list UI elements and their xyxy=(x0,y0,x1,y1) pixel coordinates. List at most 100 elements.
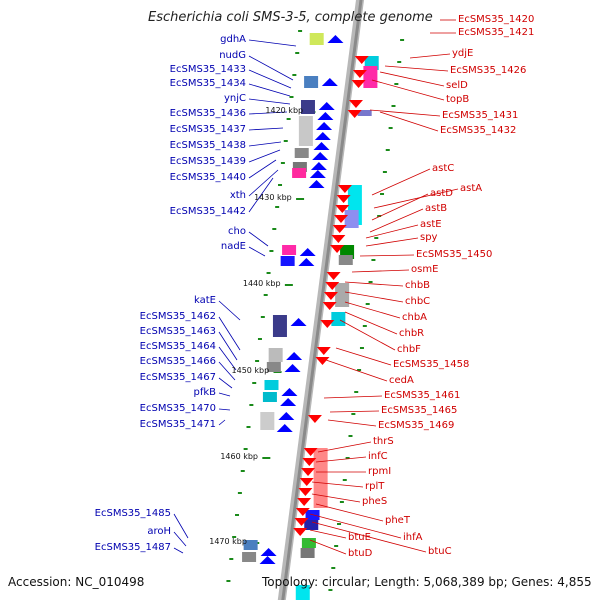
leader-line xyxy=(371,79,445,101)
tick-mark xyxy=(263,294,268,296)
gene-label-left: EcSMS35_1438 xyxy=(169,140,246,151)
leader-line xyxy=(248,98,291,105)
tick-mark xyxy=(328,589,333,591)
leader-line xyxy=(359,254,415,257)
right-strand-arrow xyxy=(337,185,352,193)
gene-label-left: EcSMS35_1433 xyxy=(169,64,246,75)
gene-label-left: pfkB xyxy=(193,387,216,398)
tick-mark xyxy=(260,316,265,318)
tick-mark xyxy=(257,338,262,340)
gene-label-right: EcSMS35_1469 xyxy=(378,420,455,431)
gene-label-left: EcSMS35_1471 xyxy=(139,419,216,430)
gene-label-right: EcSMS35_1450 xyxy=(416,249,493,260)
gene-label-right: chbF xyxy=(397,344,421,355)
right-strand-arrow xyxy=(326,272,341,280)
leader-line xyxy=(309,513,402,539)
gene-label-right: astC xyxy=(432,163,455,174)
gene-label-right: EcSMS35_1426 xyxy=(450,65,527,76)
tick-mark xyxy=(235,514,240,516)
right-strand-arrow xyxy=(299,478,314,486)
tick-mark xyxy=(255,360,260,362)
tick-mark xyxy=(252,382,257,384)
leader-line xyxy=(335,347,392,366)
leader-line xyxy=(248,169,279,197)
right-strand-arrow xyxy=(320,320,335,328)
leader-line xyxy=(371,168,431,196)
left-strand-arrow xyxy=(259,556,276,564)
leader-line xyxy=(218,392,231,397)
map-title: Escherichia coli SMS-3-5, complete genom… xyxy=(148,10,433,25)
feature-box xyxy=(298,116,313,146)
right-strand-arrow xyxy=(347,110,362,118)
gene-label-right: osmE xyxy=(411,264,439,275)
tick-mark xyxy=(280,162,285,164)
gene-label-right: EcSMS35_1431 xyxy=(442,110,519,121)
leader-line xyxy=(339,319,396,351)
gene-label-right: chbA xyxy=(402,312,428,323)
gene-label-right: EcSMS35_1458 xyxy=(393,359,470,370)
right-strand-arrow xyxy=(351,80,366,88)
feature-box xyxy=(266,362,281,372)
gene-label-right: EcSMS35_1432 xyxy=(440,125,517,136)
gene-label-right: btuC xyxy=(428,546,452,557)
gene-label-right: pheT xyxy=(385,515,410,526)
left-strand-arrow xyxy=(308,180,325,188)
accession-text: Accession: NC_010498 xyxy=(8,575,145,589)
tick-mark xyxy=(266,272,271,274)
right-strand-arrow xyxy=(316,347,331,355)
tick-mark xyxy=(385,149,390,151)
gene-label-left: EcSMS35_1487 xyxy=(94,542,171,553)
leader-line xyxy=(323,395,383,399)
gene-label-right: infC xyxy=(368,451,388,462)
leader-line xyxy=(369,109,441,117)
gene-label-left: EcSMS35_1440 xyxy=(169,172,246,183)
feature-box xyxy=(272,315,287,337)
tick-mark xyxy=(286,118,291,120)
feature-box xyxy=(282,245,297,255)
gene-label-right: cedA xyxy=(389,375,414,386)
tick-mark xyxy=(400,39,405,41)
kbp-tick-mark xyxy=(284,284,293,286)
left-strand-arrow xyxy=(299,248,316,256)
gene-label-right: ihfA xyxy=(403,532,423,543)
tick-mark xyxy=(331,567,336,569)
right-strand-arrow xyxy=(315,357,330,365)
left-strand-arrow xyxy=(313,142,330,150)
kbp-tick-label: 1420 kbp xyxy=(265,106,304,115)
tick-mark xyxy=(334,545,339,547)
gene-label-left: EcSMS35_1439 xyxy=(169,156,246,167)
feature-box xyxy=(292,168,307,178)
right-strand-arrow xyxy=(335,205,350,213)
tick-mark xyxy=(345,457,350,459)
gene-label-right: astB xyxy=(425,203,448,214)
left-strand-arrow xyxy=(316,122,333,130)
feature-box xyxy=(335,283,350,307)
tick-mark xyxy=(249,404,254,406)
leader-line xyxy=(218,419,226,426)
leader-line xyxy=(351,269,410,273)
right-strand-arrow xyxy=(323,292,338,300)
gene-label-right: spy xyxy=(420,232,438,243)
gene-label-right: topB xyxy=(446,94,470,105)
leader-line xyxy=(218,408,231,411)
left-strand-arrow xyxy=(278,412,295,420)
leader-line xyxy=(173,547,184,554)
leader-line xyxy=(248,83,291,97)
leader-line xyxy=(218,346,237,371)
gene-label-right: EcSMS35_1421 xyxy=(458,27,535,38)
gene-label-left: EcSMS35_1442 xyxy=(169,206,246,217)
gene-label-left: EcSMS35_1436 xyxy=(169,108,246,119)
right-strand-arrow xyxy=(352,70,367,78)
kbp-tick-label: 1470 kbp xyxy=(209,537,247,546)
leader-line xyxy=(248,246,266,257)
leader-line xyxy=(311,481,364,488)
right-strand-arrow xyxy=(307,415,322,423)
tick-mark xyxy=(246,426,251,428)
feature-box xyxy=(264,380,279,390)
tick-mark xyxy=(382,171,387,173)
feature-box xyxy=(268,348,283,362)
right-strand-arrow xyxy=(297,498,312,506)
leader-line xyxy=(218,300,241,321)
leader-line xyxy=(379,111,439,132)
gene-label-left: nudG xyxy=(219,50,246,61)
